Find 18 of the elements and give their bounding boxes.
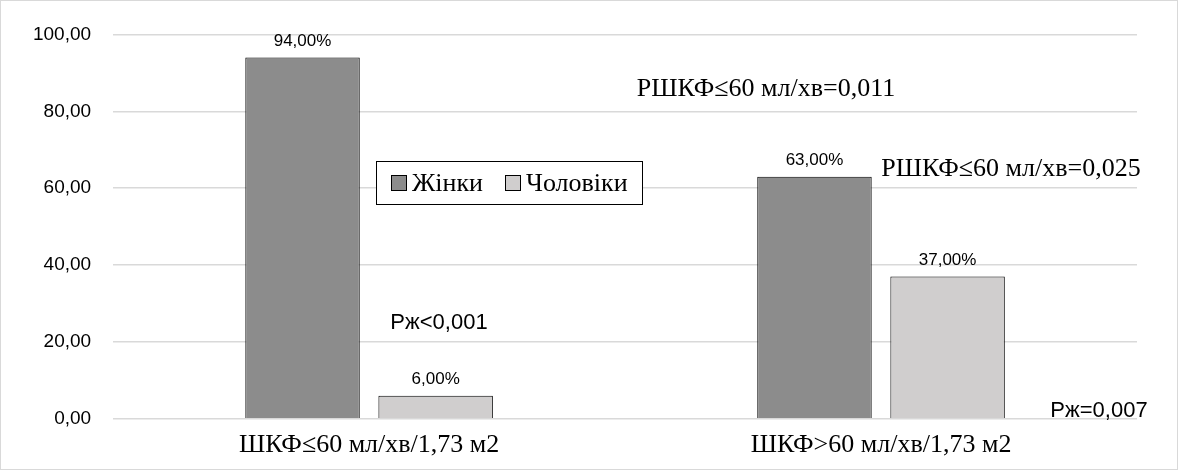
- x-tick-label: ШКФ≤60 мл/хв/1,73 м2: [238, 429, 500, 459]
- y-tick-label: 20,00: [43, 330, 92, 352]
- data-label: 94,00%: [273, 30, 332, 50]
- x-tick-label: ШКФ>60 мл/хв/1,73 м2: [750, 429, 1012, 459]
- annotation: РШКФ≤60 мл/хв=0,025: [881, 152, 1141, 182]
- legend-label: Жінки: [412, 168, 483, 198]
- y-tick-label: 60,00: [43, 176, 92, 198]
- y-tick-label: 40,00: [43, 253, 92, 275]
- y-tick-label: 0,00: [54, 407, 92, 429]
- data-label: 37,00%: [918, 249, 977, 269]
- annotation: Рж=0,007: [1050, 397, 1148, 423]
- data-label: 6,00%: [411, 368, 460, 388]
- y-tick-label: 80,00: [43, 99, 92, 121]
- annotation: РШКФ≤60 мл/хв=0,011: [636, 72, 896, 102]
- y-tick-label: 100,00: [32, 22, 92, 44]
- legend-label: Чоловіки: [525, 168, 628, 198]
- data-label: 63,00%: [785, 149, 844, 169]
- annotation: Рж<0,001: [390, 309, 488, 335]
